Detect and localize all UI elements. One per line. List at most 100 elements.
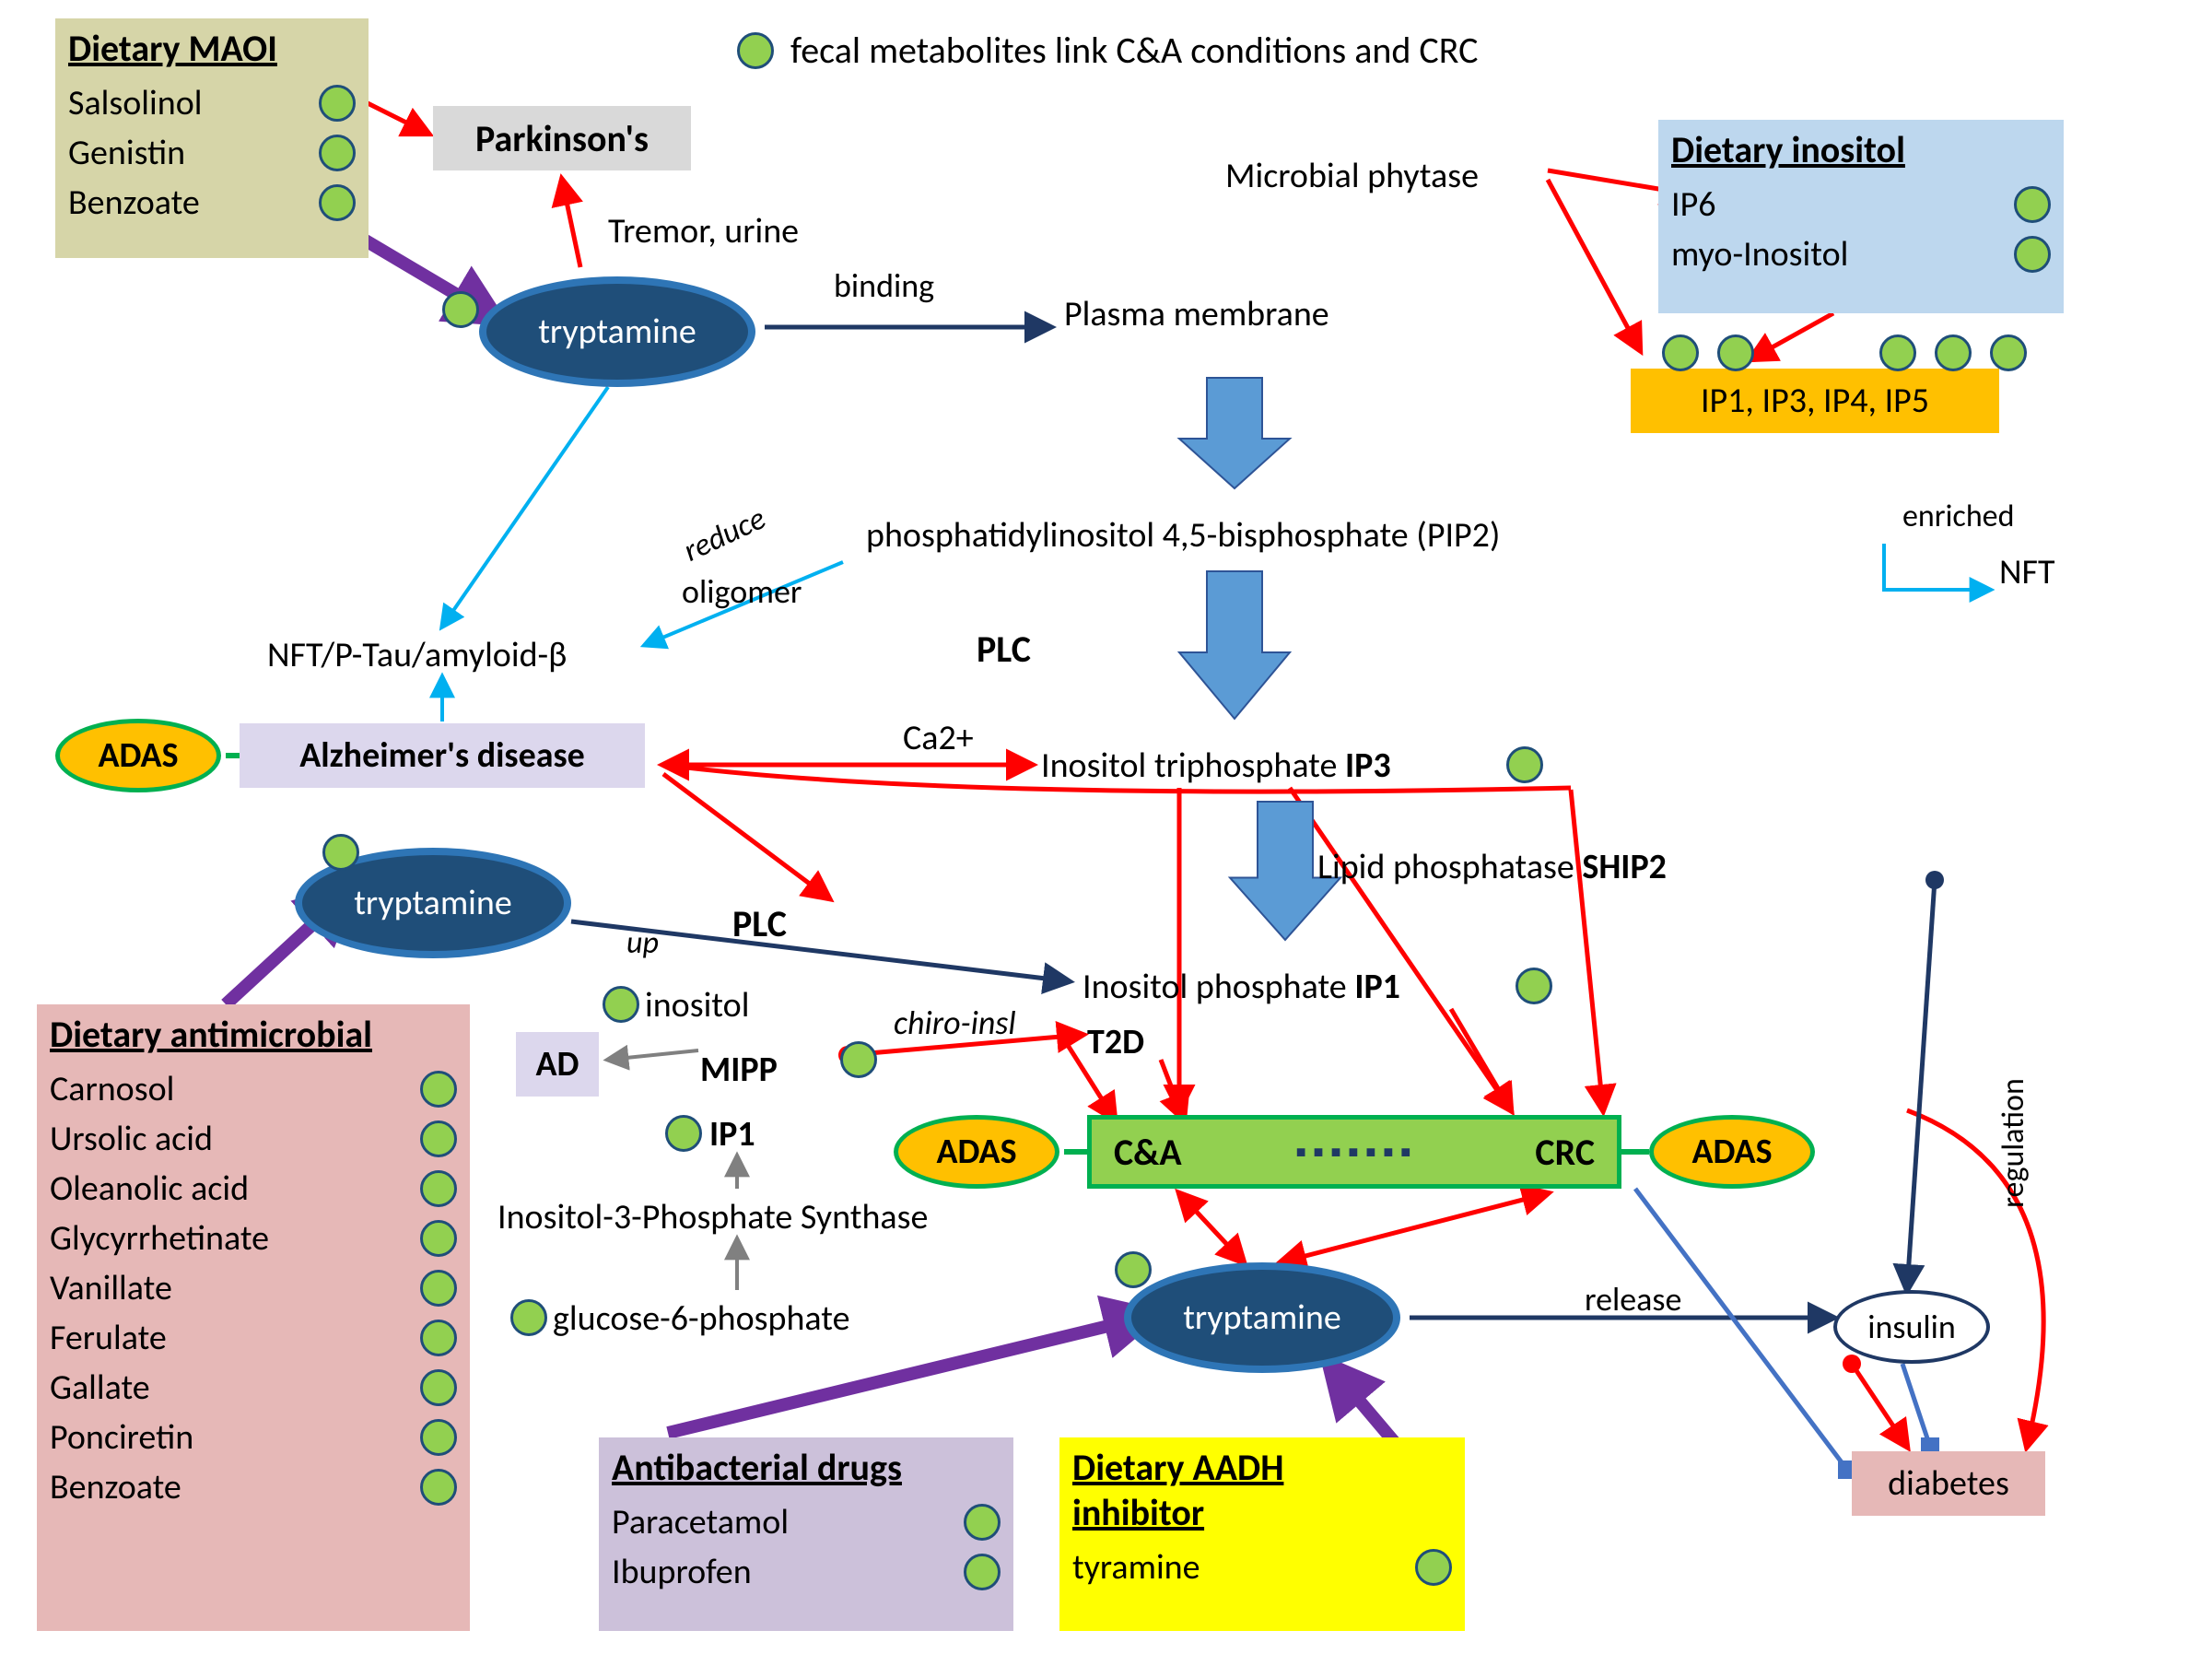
box-item: Glycyrrhetinate: [50, 1214, 457, 1263]
diagram-label-inositol_free: inositol: [645, 984, 749, 1026]
box-item: Ponciretin: [50, 1413, 457, 1462]
dietary-maoi-items: SalsolinolGenistinBenzoate: [68, 78, 356, 228]
metabolite-marker-icon: [322, 834, 359, 871]
tryptamine-label: tryptamine: [538, 311, 696, 353]
adas-node-3: ADAS: [1649, 1115, 1815, 1189]
insulin-label: insulin: [1867, 1307, 1956, 1347]
dietary-antimicrobial-box: Dietary antimicrobial CarnosolUrsolic ac…: [37, 1004, 470, 1631]
box-item-label: Carnosol: [50, 1068, 174, 1110]
metabolite-marker-icon: [442, 291, 479, 328]
metabolite-marker-icon: [2014, 186, 2051, 223]
adas-label: ADAS: [936, 1131, 1016, 1173]
metabolite-marker-icon: [420, 1369, 457, 1406]
dietary-inositol-title: Dietary inositol: [1671, 127, 2051, 172]
metabolite-marker-icon: [2014, 236, 2051, 273]
box-item-label: Salsolinol: [68, 82, 202, 124]
metabolite-marker-icon: [1506, 746, 1543, 783]
dietary-aadh-items: tyramine: [1072, 1543, 1452, 1592]
metabolite-marker-icon: [1935, 334, 1972, 371]
box-item: tyramine: [1072, 1543, 1452, 1592]
legend: fecal metabolites link C&A conditions an…: [737, 28, 1478, 73]
box-item: Ursolic acid: [50, 1114, 457, 1164]
metabolite-marker-icon: [1717, 334, 1754, 371]
box-item-label: Ponciretin: [50, 1416, 193, 1459]
box-item: Vanillate: [50, 1263, 457, 1313]
diagram-label-ship2: Lipid phosphatase SHIP2: [1317, 846, 1667, 888]
ip-bar-node: IP1, IP3, IP4, IP5: [1631, 369, 1999, 433]
diagram-label-plasma_membrane: Plasma membrane: [1064, 293, 1329, 335]
diagram-label-ip1b: IP1: [709, 1113, 755, 1155]
alzheimers-node: Alzheimer's disease: [240, 723, 645, 788]
box-item: Carnosol: [50, 1064, 457, 1114]
dietary-aadh-title: Dietary AADHinhibitor: [1072, 1445, 1452, 1535]
box-item: Paracetamol: [612, 1497, 1001, 1547]
adas-label: ADAS: [1691, 1131, 1772, 1173]
diagram-label-release: release: [1585, 1279, 1681, 1320]
diagram-label-chiro: chiro-insl: [894, 1003, 1016, 1043]
metabolite-marker-icon: [964, 1554, 1001, 1590]
metabolite-marker-icon: [319, 135, 356, 171]
diagram-label-ip1: Inositol phosphate IP1: [1083, 966, 1400, 1008]
diagram-label-i3ps: Inositol-3-Phosphate Synthase: [497, 1196, 928, 1238]
diagram-label-pip2: phosphatidylinositol 4,5-bisphosphate (P…: [866, 514, 1500, 557]
ad-label: AD: [536, 1043, 579, 1085]
metabolite-marker-icon: [1662, 334, 1699, 371]
diagram-label-enriched: enriched: [1902, 498, 2014, 535]
metabolite-marker-icon: [420, 1320, 457, 1356]
metabolite-marker-icon: [603, 986, 639, 1023]
box-item: myo-Inositol: [1671, 229, 2051, 279]
dietary-maoi-box: Dietary MAOI SalsolinolGenistinBenzoate: [55, 18, 369, 258]
metabolite-marker-icon: [420, 1120, 457, 1157]
adas-label: ADAS: [98, 734, 178, 777]
antibacterial-drugs-items: ParacetamolIbuprofen: [612, 1497, 1001, 1597]
crc-label: CRC: [1535, 1130, 1595, 1175]
metabolite-marker-icon: [1516, 968, 1552, 1004]
ca-crc-dotted-link-icon: ■ ■ ■ ■ ■ ■ ■: [1296, 1142, 1413, 1162]
diagram-label-regulation: regulation: [1995, 1078, 2032, 1208]
box-item: Benzoate: [50, 1462, 457, 1512]
metabolite-marker-icon: [319, 184, 356, 221]
diagram-label-reduce: reduce: [678, 499, 772, 569]
legend-text: fecal metabolites link C&A conditions an…: [790, 28, 1478, 73]
diagram-label-oligomer: oligomer: [682, 571, 802, 612]
dietary-aadh-box: Dietary AADHinhibitor tyramine: [1059, 1437, 1465, 1631]
dietary-maoi-title: Dietary MAOI: [68, 26, 356, 71]
box-item-label: Benzoate: [50, 1466, 181, 1508]
box-item-label: Ferulate: [50, 1317, 167, 1359]
dietary-inositol-items: IP6myo-Inositol: [1671, 180, 2051, 279]
metabolite-marker-icon: [737, 32, 774, 69]
metabolite-marker-icon: [1990, 334, 2027, 371]
box-item: Ibuprofen: [612, 1547, 1001, 1597]
diagram-label-up: up: [626, 924, 659, 962]
antibacterial-drugs-title: Antibacterial drugs: [612, 1445, 1001, 1490]
diagram-label-plc1: PLC: [977, 627, 1031, 672]
box-item-label: Ibuprofen: [612, 1551, 752, 1593]
box-item-label: Oleanolic acid: [50, 1167, 249, 1210]
metabolite-marker-icon: [665, 1115, 702, 1152]
metabolite-marker-icon: [420, 1071, 457, 1108]
metabolite-marker-icon: [420, 1419, 457, 1456]
box-item-label: myo-Inositol: [1671, 233, 1848, 276]
dietary-antimicrobial-title: Dietary antimicrobial: [50, 1012, 457, 1057]
diagram-label-tremor: Tremor, urine: [608, 210, 799, 252]
diagram-label-ip3: Inositol triphosphate IP3: [1041, 745, 1391, 787]
parkinsons-node: Parkinson's: [433, 106, 691, 170]
ip-bar-label: IP1, IP3, IP4, IP5: [1701, 380, 1929, 422]
box-item-label: Gallate: [50, 1367, 150, 1409]
metabolite-marker-icon: [420, 1469, 457, 1506]
diagram-label-microbial_phytase: Microbial phytase: [1225, 155, 1479, 197]
metabolite-marker-icon: [1879, 334, 1916, 371]
metabolite-marker-icon: [319, 85, 356, 122]
box-item: Genistin: [68, 128, 356, 178]
diagram-label-binding: binding: [834, 265, 934, 306]
box-item-label: Benzoate: [68, 182, 200, 224]
adas-node-1: ADAS: [55, 719, 221, 792]
tryptamine-label: tryptamine: [354, 882, 512, 924]
box-item-label: Glycyrrhetinate: [50, 1217, 269, 1260]
box-item: Oleanolic acid: [50, 1164, 457, 1214]
dietary-inositol-box: Dietary inositol IP6myo-Inositol: [1658, 120, 2064, 313]
diabetes-node: diabetes: [1852, 1451, 2045, 1516]
tryptamine-node-1: tryptamine: [479, 276, 755, 387]
insulin-node: insulin: [1833, 1290, 1990, 1364]
metabolite-marker-icon: [840, 1041, 877, 1078]
